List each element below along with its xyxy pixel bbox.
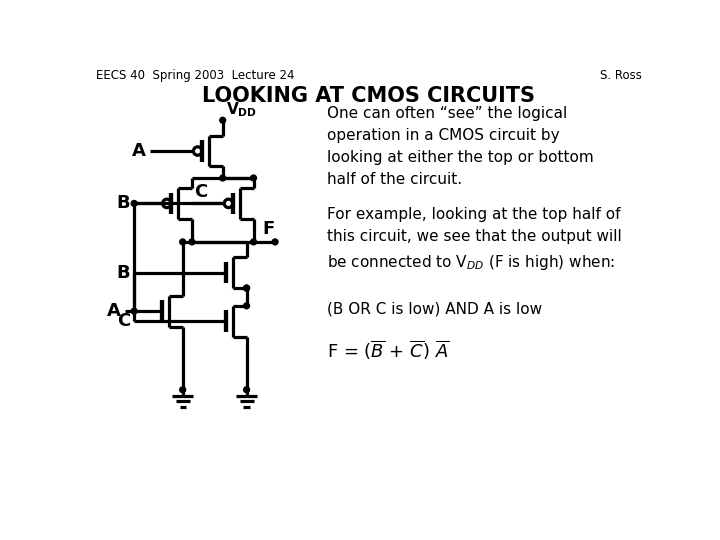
Circle shape [243, 285, 250, 291]
Circle shape [131, 308, 137, 314]
Text: EECS 40  Spring 2003  Lecture 24: EECS 40 Spring 2003 Lecture 24 [96, 69, 294, 82]
Text: A: A [132, 142, 145, 160]
Text: $\mathbf{V_{DD}}$: $\mathbf{V_{DD}}$ [226, 100, 257, 119]
Circle shape [220, 175, 225, 181]
Circle shape [220, 117, 225, 123]
Text: C: C [194, 183, 207, 201]
Text: A: A [107, 302, 121, 320]
Circle shape [251, 239, 256, 245]
Text: B: B [117, 194, 130, 212]
Circle shape [272, 239, 278, 245]
Text: For example, looking at the top half of
this circuit, we see that the output wil: For example, looking at the top half of … [327, 207, 621, 272]
Circle shape [243, 285, 250, 291]
Text: F: F [263, 220, 275, 238]
Text: B: B [117, 264, 130, 282]
Text: C: C [117, 312, 130, 330]
Text: S. Ross: S. Ross [600, 69, 642, 82]
Circle shape [180, 387, 186, 393]
Circle shape [243, 387, 250, 393]
Text: LOOKING AT CMOS CIRCUITS: LOOKING AT CMOS CIRCUITS [202, 85, 536, 106]
Circle shape [131, 200, 137, 206]
Circle shape [189, 239, 195, 245]
Text: One can often “see” the logical
operation in a CMOS circuit by
looking at either: One can often “see” the logical operatio… [327, 106, 593, 187]
Circle shape [251, 175, 256, 181]
Text: (B OR C is low) AND A is low: (B OR C is low) AND A is low [327, 301, 541, 316]
Circle shape [243, 303, 250, 309]
Text: F = ($\overline{B}$ + $\overline{C}$) $\overline{A}$: F = ($\overline{B}$ + $\overline{C}$) $\… [327, 338, 449, 362]
Circle shape [180, 239, 186, 245]
